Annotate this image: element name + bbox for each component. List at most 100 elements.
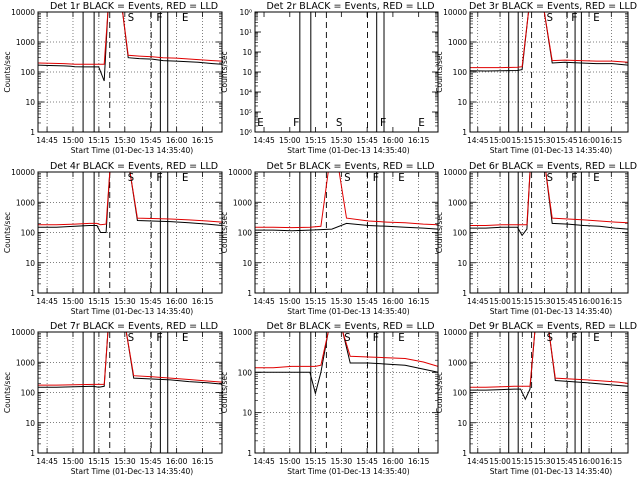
x-tick-label: 14:45 bbox=[36, 457, 58, 466]
x-tick-label: 14:45 bbox=[253, 136, 275, 145]
flare-marker-label: E bbox=[418, 116, 425, 129]
y-tick-label: 100 bbox=[21, 68, 36, 77]
y-tick-label: 1000 bbox=[448, 38, 467, 47]
flare-marker-label: F bbox=[372, 171, 379, 184]
x-tick-label: 15:45 bbox=[356, 136, 378, 145]
x-tick-label: 15:15 bbox=[511, 457, 533, 466]
y-tick-label: 10000 bbox=[443, 8, 467, 17]
y-tick-label: 10⁰ bbox=[239, 8, 252, 17]
x-tick-label: 15:15 bbox=[88, 297, 110, 306]
x-tick-label: 15:45 bbox=[356, 297, 378, 306]
y-tick-label: 1000 bbox=[233, 198, 252, 207]
y-axis-label: Counts/sec bbox=[3, 372, 12, 413]
x-tick-label: 15:45 bbox=[556, 136, 578, 145]
y-axis-label: Counts/sec bbox=[435, 51, 444, 92]
x-tick-label: 16:15 bbox=[600, 297, 622, 306]
y-tick-label: 10000 bbox=[11, 8, 35, 17]
x-tick-label: 16:15 bbox=[192, 297, 214, 306]
detector-count-rate-figure: Det 1r BLACK = Events, RED = LLD11010010… bbox=[0, 0, 640, 480]
x-tick-label: 15:15 bbox=[88, 136, 110, 145]
x-tick-label: 15:30 bbox=[534, 136, 556, 145]
flare-marker-label: E bbox=[593, 11, 600, 24]
panel-det-3: Det 3r BLACK = Events, RED = LLD11010010… bbox=[435, 1, 637, 155]
x-tick-label: 15:15 bbox=[305, 136, 327, 145]
plot-frame bbox=[255, 332, 438, 453]
y-tick-label: 1000 bbox=[16, 198, 35, 207]
x-tick-label: 15:15 bbox=[88, 457, 110, 466]
y-axis-label: Counts/sec bbox=[220, 372, 229, 413]
y-tick-label: 10 bbox=[457, 259, 467, 268]
y-tick-label: 100 bbox=[238, 368, 253, 377]
x-tick-label: 15:30 bbox=[534, 297, 556, 306]
y-axis-label: Counts/sec bbox=[220, 51, 229, 92]
x-tick-label: 15:30 bbox=[331, 136, 353, 145]
x-tick-label: 15:30 bbox=[114, 457, 136, 466]
flare-marker-label: S bbox=[546, 11, 553, 24]
x-tick-label: 15:00 bbox=[279, 297, 301, 306]
y-axis-label: Counts/sec bbox=[3, 51, 12, 92]
flare-marker-label: F bbox=[571, 11, 578, 24]
y-tick-label: 1000 bbox=[16, 358, 35, 367]
x-tick-label: 16:15 bbox=[408, 136, 430, 145]
x-tick-label: 15:15 bbox=[305, 457, 327, 466]
panel-det-1: Det 1r BLACK = Events, RED = LLD11010010… bbox=[3, 1, 222, 155]
x-axis-label: Start Time (01-Dec-13 14:35:40) bbox=[71, 467, 193, 476]
panel-det-4: Det 4r BLACK = Events, RED = LLD 1 10 100 10… bbox=[3, 161, 222, 316]
x-axis-label: Start Time (01-Dec-13 14:35:40) bbox=[490, 467, 612, 476]
y-tick-label: 10⁴ bbox=[239, 88, 252, 97]
panel-det-6: Det 6r BLACK = Events, RED = LLD11010010… bbox=[435, 161, 637, 316]
y-axis-label: Counts/sec bbox=[435, 212, 444, 253]
flare-marker-label: E bbox=[182, 11, 189, 24]
y-tick-label: 1000 bbox=[233, 328, 252, 337]
flare-marker-label: F bbox=[156, 331, 163, 344]
x-tick-label: 15:45 bbox=[556, 457, 578, 466]
x-tick-label: 15:00 bbox=[279, 136, 301, 145]
x-tick-label: 16:00 bbox=[382, 297, 404, 306]
x-tick-label: 15:00 bbox=[489, 297, 511, 306]
y-tick-label: 10⁳ bbox=[242, 68, 252, 77]
y-tick-label: 10 bbox=[242, 259, 252, 268]
flare-marker-label: F bbox=[156, 11, 163, 24]
plot-frame bbox=[255, 12, 438, 132]
x-tick-label: 14:45 bbox=[253, 457, 275, 466]
x-tick-label: 16:15 bbox=[600, 136, 622, 145]
y-tick-label: 1 bbox=[247, 289, 252, 298]
y-tick-label: 10 bbox=[25, 98, 35, 107]
x-tick-label: 15:45 bbox=[356, 457, 378, 466]
flare-marker-label: S bbox=[128, 331, 135, 344]
x-tick-label: 15:30 bbox=[114, 297, 136, 306]
x-axis-label: Start Time (01-Dec-13 14:35:40) bbox=[287, 146, 409, 155]
x-tick-label: 14:45 bbox=[467, 136, 489, 145]
y-tick-label: 10000 bbox=[11, 168, 35, 177]
flare-marker-label: E bbox=[593, 171, 600, 184]
y-tick-label: 1 bbox=[30, 128, 35, 137]
x-axis-label: Start Time (01-Dec-13 14:35:40) bbox=[287, 467, 409, 476]
y-tick-label: 10 bbox=[457, 419, 467, 428]
flare-marker-label: E bbox=[398, 331, 405, 344]
x-tick-label: 16:00 bbox=[578, 457, 600, 466]
x-tick-label: 15:00 bbox=[62, 457, 84, 466]
flare-marker-label: S bbox=[128, 171, 135, 184]
y-tick-label: 10 bbox=[242, 409, 252, 418]
y-tick-label: 1000 bbox=[16, 38, 35, 47]
flare-marker-label: F bbox=[372, 331, 379, 344]
y-tick-label: 10 bbox=[457, 98, 467, 107]
flare-marker-label: E bbox=[182, 171, 189, 184]
x-tick-label: 15:00 bbox=[62, 297, 84, 306]
y-tick-label: 1 bbox=[30, 289, 35, 298]
flare-marker-label: E bbox=[257, 116, 264, 129]
flare-marker-label: F bbox=[293, 116, 300, 129]
x-tick-label: 14:45 bbox=[36, 136, 58, 145]
flare-marker-label: S bbox=[546, 171, 553, 184]
panel-det-5: Det 5r BLACK = Events, RED = LLD 1 10 100 10… bbox=[220, 161, 438, 316]
x-axis-label: Start Time (01-Dec-13 14:35:40) bbox=[490, 307, 612, 316]
x-tick-label: 16:15 bbox=[192, 457, 214, 466]
y-axis-label: Counts/sec bbox=[220, 212, 229, 253]
y-tick-label: 10⁲ bbox=[242, 48, 252, 57]
flare-marker-label: E bbox=[593, 331, 600, 344]
y-tick-label: 10000 bbox=[11, 328, 35, 337]
flare-marker-label: F bbox=[156, 171, 163, 184]
x-tick-label: 15:30 bbox=[331, 297, 353, 306]
flare-marker-label: F bbox=[571, 171, 578, 184]
x-tick-label: 16:15 bbox=[408, 457, 430, 466]
